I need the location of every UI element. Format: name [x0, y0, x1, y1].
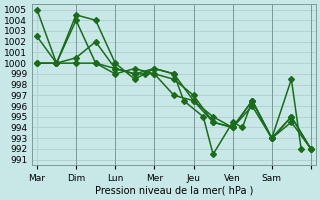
X-axis label: Pression niveau de la mer( hPa ): Pression niveau de la mer( hPa ): [95, 186, 253, 196]
